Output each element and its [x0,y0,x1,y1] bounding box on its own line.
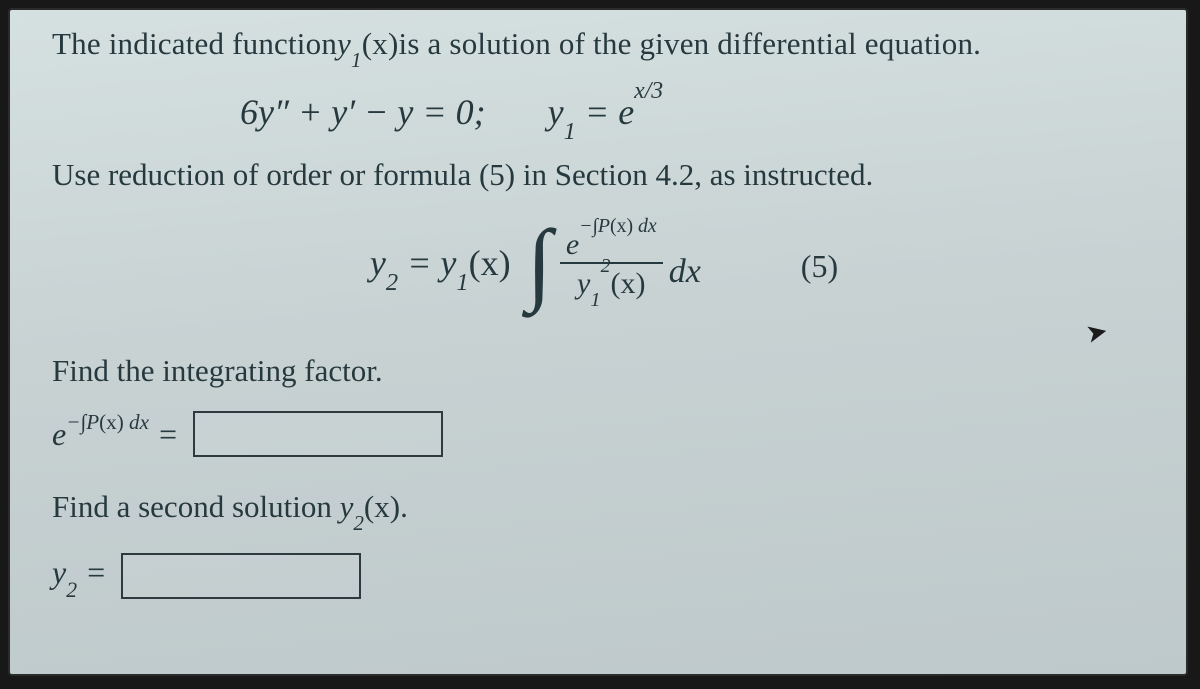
fraction-bar [560,262,663,264]
prompt-second-solution: Find a second solution y2(x). [52,489,1156,530]
instruction-text: Use reduction of order or formula (5) in… [52,157,1156,193]
equation-number: (5) [801,248,838,285]
answer-row-integrating-factor: e−∫P(x) dx = [52,411,1156,457]
integral-sign-icon: ∫ [527,228,552,297]
intro-pre: The indicated function [52,26,337,62]
formula-lhs: y2 = y1(x) [370,242,511,290]
answer-row-second-solution: y2 = [52,553,1156,599]
formula-dx: dx [669,253,701,291]
formula-fraction: e−∫P(x) dx y12(x) [560,227,663,306]
prompt-integrating-factor: Find the integrating factor. [52,353,1156,389]
second-solution-input[interactable] [121,553,361,599]
reduction-formula: y2 = y1(x) ∫ e−∫P(x) dx y12(x) dx (5) [52,211,1156,321]
intro-post: is a solution of the given differential … [399,26,982,62]
integrating-factor-input[interactable] [193,411,443,457]
differential-equation: 6y″ + y′ − y = 0; y1 = ex/3 [240,91,1156,139]
intro-y1: y1(x) [337,26,398,67]
second-solution-lhs: y2 = [52,554,107,596]
prompt2-y2: y2(x). [340,489,408,524]
de-lhs: 6y″ + y′ − y = 0; [240,92,486,132]
y1-definition: y1 = ex/3 [548,92,664,132]
problem-page: The indicated function y1(x) is a soluti… [8,8,1188,676]
fraction-numerator: e−∫P(x) dx [560,227,663,261]
fraction-denominator: y12(x) [571,266,651,305]
integrating-factor-lhs: e−∫P(x) dx = [52,416,179,453]
intro-text: The indicated function y1(x) is a soluti… [52,26,1156,67]
